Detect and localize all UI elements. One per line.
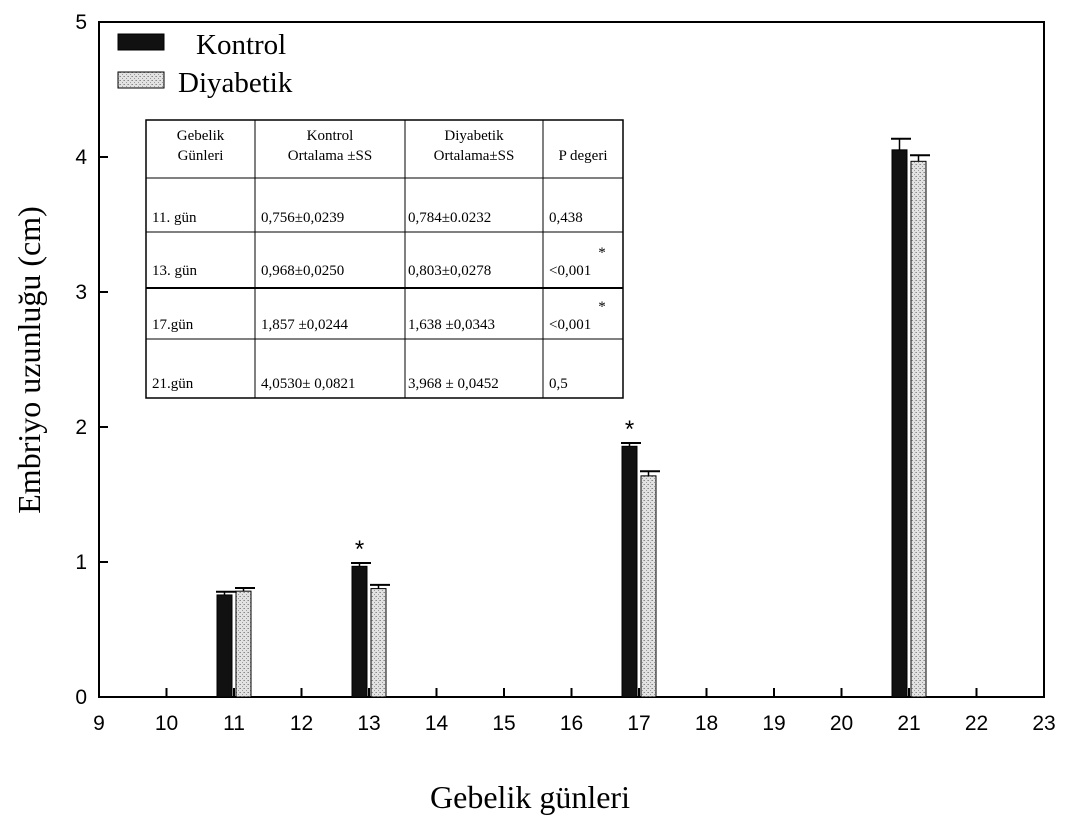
x-tick-label: 19: [762, 712, 785, 735]
x-tick-label: 11: [223, 712, 245, 735]
x-tick-label: 14: [425, 712, 449, 735]
bar-kontrol: [621, 445, 638, 698]
table-cell-kontrol: 4,0530± 0,0821: [261, 376, 355, 392]
x-tick-label: 10: [155, 712, 178, 735]
table-cell-kontrol: 0,756±0,0239: [261, 210, 344, 226]
table-header-cell: P degeri: [558, 148, 607, 164]
y-tick-label: 3: [75, 281, 87, 304]
table-cell-p: 0,5: [549, 376, 568, 392]
significance-star: *: [625, 416, 634, 443]
table-cell-kontrol: 1,857 ±0,0244: [261, 317, 348, 333]
x-tick-label: 22: [965, 712, 988, 735]
x-tick-label: 12: [290, 712, 313, 735]
table-header-cell: Günleri: [178, 148, 224, 164]
bar-diyabetik: [910, 160, 927, 698]
table-cell-diyabetik: 0,803±0,0278: [408, 263, 491, 279]
legend-swatch-diyabetik: [117, 71, 165, 89]
table-header-cell: Gebelik: [177, 128, 225, 144]
table-header-cell: Kontrol: [307, 128, 354, 144]
y-tick-label: 1: [75, 551, 87, 574]
legend-swatch-kontrol: [117, 33, 165, 51]
x-tick-label: 20: [830, 712, 853, 735]
legend-label-kontrol: Kontrol: [196, 29, 286, 61]
table-cell-day: 17.gün: [152, 317, 194, 333]
x-tick-label: 21: [897, 712, 920, 735]
legend-label-diyabetik: Diyabetik: [178, 67, 293, 99]
significance-star: *: [355, 536, 364, 563]
table-header-cell: Diyabetik: [444, 128, 504, 144]
x-tick-label: 23: [1032, 712, 1055, 735]
x-tick-label: 9: [93, 712, 105, 735]
table-cell-day: 13. gün: [152, 263, 198, 279]
table-cell-kontrol: 0,968±0,0250: [261, 263, 344, 279]
table-cell-p: <0,001: [549, 317, 591, 333]
table-cell-day: 21.gün: [152, 376, 194, 392]
table-cell-diyabetik: 3,968 ± 0,0452: [408, 376, 499, 392]
y-axis-title: Embriyo uzunluğu (cm): [11, 206, 47, 513]
x-tick-label: 17: [627, 712, 650, 735]
x-tick-label: 16: [560, 712, 583, 735]
table-cell-diyabetik: 1,638 ±0,0343: [408, 317, 495, 333]
y-tick-label: 0: [75, 686, 87, 709]
bar-kontrol: [891, 149, 908, 698]
table-cell-day: 11. gün: [152, 210, 197, 226]
x-tick-label: 18: [695, 712, 718, 735]
x-tick-label: 15: [492, 712, 515, 735]
bar-diyabetik: [370, 588, 387, 698]
bar-diyabetik: [640, 475, 657, 698]
table-cell-mark: *: [598, 245, 606, 261]
bar-diyabetik: [235, 590, 252, 698]
table-cell-p: <0,001: [549, 263, 591, 279]
y-tick-label: 4: [75, 146, 87, 169]
table-cell-p: 0,438: [549, 210, 583, 226]
bar-kontrol: [216, 594, 233, 698]
table-cell-diyabetik: 0,784±0.0232: [408, 210, 491, 226]
x-axis-title: Gebelik günleri: [430, 779, 630, 815]
bar-kontrol: [351, 565, 368, 698]
table-cell-mark: *: [598, 299, 606, 315]
x-tick-label: 13: [357, 712, 380, 735]
y-tick-label: 2: [75, 416, 87, 439]
table-header-cell: Ortalama ±SS: [288, 148, 372, 164]
table-header-cell: Ortalama±SS: [434, 148, 515, 164]
y-tick-label: 5: [75, 11, 87, 34]
